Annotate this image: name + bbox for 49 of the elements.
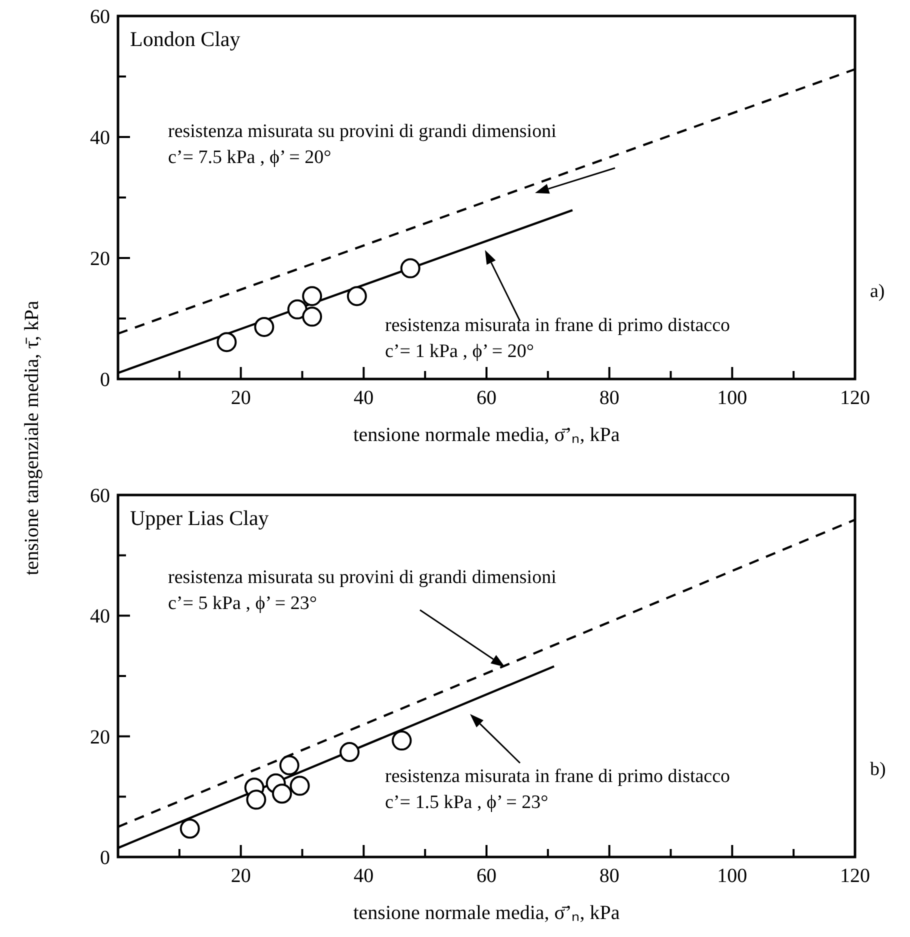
text: a) [870, 281, 885, 302]
x-tick-label: 120 [840, 865, 870, 887]
y-tick-label: 60 [90, 485, 110, 507]
x-tick-label: 100 [717, 387, 748, 409]
point [272, 784, 292, 804]
annotation: c’= 1 kPa , ϕ’ = 20° [385, 341, 534, 362]
point [246, 790, 266, 810]
x-tick-label: 60 [476, 387, 496, 409]
text: b) [870, 759, 886, 780]
point [290, 776, 310, 796]
annotation: resistenza misurata in frane di primo distacco [385, 766, 730, 787]
text: London Clay [130, 27, 241, 51]
point [180, 818, 200, 839]
x-axis-title: tensione normale media, σ̄’ₙ, kPa [353, 424, 620, 446]
x-tick-label: 20 [230, 865, 251, 887]
x-tick-label: 100 [717, 865, 748, 887]
point [279, 755, 300, 776]
x-tick-label: 80 [599, 387, 620, 409]
x-tick-label: 120 [840, 387, 870, 409]
x-tick-label: 40 [354, 387, 374, 409]
x-tick-label: 20 [230, 387, 251, 409]
y-tick-label: 0 [100, 847, 110, 869]
annotation: resistenza misurata in frane di primo distacco [385, 315, 730, 336]
point [392, 730, 412, 751]
y-tick-label: 0 [100, 369, 110, 391]
annotation: c’= 1.5 kPa , ϕ’ = 23° [385, 792, 548, 813]
text: Upper Lias Clay [130, 506, 270, 530]
x-tick-label: 40 [354, 865, 374, 887]
annotation: resistenza misurata su provini di grandi dimensioni [168, 121, 556, 142]
y-tick-label: 60 [90, 6, 110, 28]
point [302, 286, 322, 306]
annotation: resistenza misurata su provini di grandi dimensioni [168, 567, 556, 588]
y-axis-title: tensione tangenziale media, τ̄, kPa [21, 300, 43, 576]
point [346, 286, 367, 306]
point [340, 742, 360, 762]
annotation: c’= 5 kPa , ϕ’ = 23° [168, 593, 317, 614]
y-tick-label: 40 [90, 127, 110, 149]
point [254, 316, 274, 337]
x-tick-label: 80 [599, 865, 620, 887]
x-axis-title: tensione normale media, σ̄’ₙ, kPa [353, 902, 620, 924]
y-tick-label: 20 [90, 248, 110, 270]
point [216, 332, 237, 352]
x-tick-label: 60 [476, 865, 496, 887]
point [302, 306, 322, 327]
annotation: c’= 7.5 kPa , ϕ’ = 20° [168, 147, 332, 168]
point [400, 258, 420, 278]
y-tick-label: 40 [90, 606, 110, 628]
y-tick-label: 20 [90, 726, 110, 748]
point [287, 299, 308, 320]
